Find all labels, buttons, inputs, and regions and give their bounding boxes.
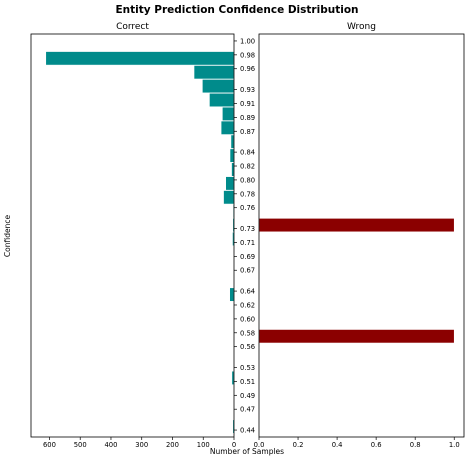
bar [193, 65, 235, 80]
x-tick-label: 0 [232, 441, 236, 449]
y-tick-label: 0.44 [240, 427, 255, 435]
x-tick-label: 600 [43, 441, 56, 449]
bar [222, 106, 235, 121]
bar [258, 329, 455, 344]
x-tick-label: 100 [197, 441, 210, 449]
y-tick-label: 0.64 [240, 288, 255, 296]
y-tick-label: 0.80 [240, 176, 255, 184]
y-tick-label: 0.84 [240, 149, 255, 157]
bar [225, 176, 235, 191]
right-panel: 0.0 0.2 0.4 0.6 0.8 1.0 [254, 33, 465, 449]
x-tick-label: 300 [135, 441, 148, 449]
bar [258, 218, 455, 233]
left-panel-title: Correct [116, 22, 149, 32]
y-tick-label: 0.71 [240, 239, 255, 247]
y-tick-label: 0.62 [240, 301, 255, 309]
x-axis-label: Number of Samples [210, 447, 284, 456]
bar [229, 148, 235, 163]
x-tick-label: 0.6 [371, 441, 382, 449]
x-tick-label: 1.0 [449, 441, 460, 449]
bar [202, 79, 235, 94]
x-tick-label: 200 [166, 441, 179, 449]
bar [223, 190, 235, 205]
left-x-ticks: 600 500 400 300 200 100 0 [43, 437, 236, 449]
x-tick-label: 0.8 [410, 441, 421, 449]
y-tick-label: 0.82 [240, 163, 255, 171]
y-tick-label: 0.73 [240, 225, 255, 233]
y-tick-label: 0.69 [240, 253, 255, 261]
y-tick-label: 0.67 [240, 267, 255, 275]
right-x-ticks: 0.0 0.2 0.4 0.6 0.8 1.0 [254, 437, 460, 449]
x-tick-label: 0.0 [254, 441, 265, 449]
y-tick-label: 0.53 [240, 364, 255, 372]
left-bars [45, 51, 235, 434]
y-tick-label: 0.47 [240, 406, 255, 414]
bar [229, 287, 235, 302]
chart-title: Entity Prediction Confidence Distributio… [115, 4, 358, 16]
left-panel-frame [30, 33, 235, 438]
bar [230, 134, 235, 149]
left-panel: 600 500 400 300 200 100 0 [30, 33, 236, 449]
y-tick-label: 0.89 [240, 114, 255, 122]
bar [220, 120, 235, 135]
x-tick-label: 0.2 [293, 441, 304, 449]
y-tick-label: 0.78 [240, 190, 255, 198]
bar [209, 92, 235, 108]
x-tick-label: 500 [74, 441, 87, 449]
y-tick-label: 1.00 [240, 37, 255, 45]
y-tick-label: 0.49 [240, 392, 255, 400]
y-tick-label: 0.91 [240, 100, 255, 108]
y-tick-label: 0.87 [240, 128, 255, 136]
y-tick-label: 0.60 [240, 315, 255, 323]
y-tick-label: 0.93 [240, 86, 255, 94]
y-tick-label: 0.58 [240, 329, 255, 337]
y-axis-label: Confidence [3, 215, 12, 258]
right-bars [258, 218, 455, 344]
y-tick-label: 0.96 [240, 65, 255, 73]
right-panel-title: Wrong [347, 22, 376, 32]
y-tick-label: 0.98 [240, 51, 255, 59]
bar [45, 51, 235, 66]
y-ticks: 1.00 0.98 0.96 0.93 0.91 0.89 0.87 0.84 0.82 0.80… [234, 37, 255, 435]
y-tick-label: 0.51 [240, 378, 255, 386]
y-tick-label: 0.56 [240, 343, 255, 351]
x-tick-label: 0.4 [332, 441, 343, 449]
y-tick-label: 0.76 [240, 204, 255, 212]
x-tick-label: 400 [104, 441, 117, 449]
right-panel-frame [258, 33, 465, 438]
